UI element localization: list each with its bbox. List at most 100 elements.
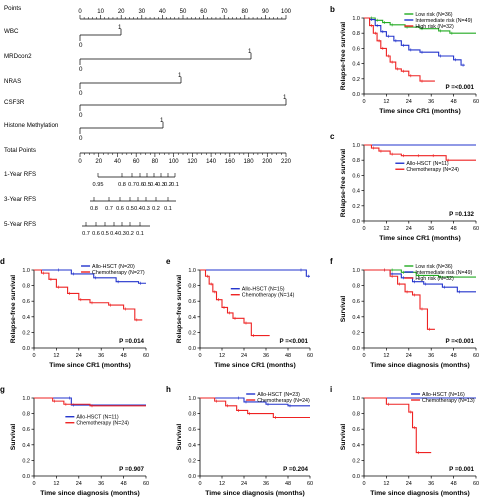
points-tick-label: 70 (221, 9, 228, 15)
total-tick-label: 80 (152, 159, 159, 165)
x-tick-label: 12 (53, 481, 59, 487)
rfs5-tick-label: 0.4 (110, 231, 118, 237)
y-axis-label: Relapse-free survival (10, 275, 17, 343)
rfs3-tick-label: 0.5 (126, 206, 134, 212)
rfs3-axis-ticks: 0.8 0.7 0.6 0.5 0.4 0.3 0.2 0.1 (90, 197, 172, 212)
km-curve (34, 397, 146, 406)
y-tick-label: 0.6 (352, 46, 360, 52)
p-value: P =0.907 (119, 466, 144, 473)
rfs3-tick-label: 0.2 (152, 206, 160, 212)
rfs5-tick-label: 0.7 (82, 231, 90, 237)
legend-label: Allo-HSCT (N=11) (76, 415, 119, 421)
panel-letter: b (330, 5, 335, 14)
x-tick-label: 36 (428, 226, 434, 232)
y-tick-label: 0.4 (22, 315, 30, 321)
csf3r-value-1: 1 (283, 94, 287, 101)
p-value: P =<0.001 (446, 338, 475, 345)
y-tick-label: 1.0 (188, 268, 196, 274)
x-tick-label: 12 (383, 99, 389, 105)
y-tick-label: 0.8 (188, 284, 196, 290)
y-tick-label: 0.4 (352, 443, 360, 449)
x-axis-label: Time since CR1 (months) (379, 108, 460, 115)
x-tick-label: 24 (406, 481, 412, 487)
y-tick-label: 0.4 (188, 315, 196, 321)
points-tick-label: 60 (200, 9, 207, 15)
points-tick-label: 100 (281, 9, 292, 15)
p-value: P =<0.001 (280, 338, 309, 345)
nras-value-1: 1 (178, 72, 182, 79)
nomogram-label-wbc: WBC (4, 28, 19, 35)
panel-letter: c (330, 132, 335, 141)
legend-label: Intermediate risk (N=49) (415, 18, 472, 24)
total-tick-label: 60 (133, 159, 140, 165)
nras-value-0: 0 (79, 90, 83, 97)
x-tick-label: 12 (53, 353, 59, 359)
legend-label: Chemotherapy (N=24) (76, 421, 129, 427)
y-tick-label: 1.0 (352, 16, 360, 22)
rfs3-tick-label: 0.7 (105, 206, 113, 212)
x-axis-label: Time since diagnosis (months) (370, 490, 470, 497)
points-tick-label: 30 (138, 9, 145, 15)
x-tick-label: 0 (362, 353, 365, 359)
total-tick-label: 180 (244, 159, 255, 165)
x-tick-label: 36 (263, 353, 269, 359)
y-axis-label: Survival (340, 296, 347, 323)
panel-letter: i (330, 385, 332, 394)
points-tick-label: 50 (180, 9, 187, 15)
y-tick-label: 1.0 (352, 396, 360, 402)
y-tick-label: 0.2 (22, 458, 30, 464)
nomogram-label-points: Points (4, 5, 21, 12)
y-tick-label: 0.8 (352, 158, 360, 164)
rfs5-tick-label: 0.6 (92, 231, 100, 237)
y-axis-label: Relapse-free survival (176, 275, 183, 343)
rfs1-axis-ticks: 0.95 0.8 0.7 0.6 0.5 0.4 0.3 0.2 0.1 (93, 173, 179, 188)
km-panel-e: e 0.0 0.2 0.4 0.6 0.8 1.0 0 12 24 36 48 60 Time since… (166, 257, 313, 369)
y-axis-label: Relapse-free survival (340, 22, 347, 90)
wbc-value-1: 1 (118, 24, 122, 31)
rfs1-tick-label: 0.4 (150, 182, 158, 188)
x-tick-label: 12 (383, 353, 389, 359)
y-tick-label: 0.2 (188, 458, 196, 464)
total-tick-label: 40 (114, 159, 121, 165)
y-tick-label: 0.8 (22, 284, 30, 290)
km-curve (34, 269, 143, 321)
y-tick-label: 1.0 (188, 396, 196, 402)
rfs3-tick-label: 0.4 (134, 206, 142, 212)
y-tick-label: 0.2 (352, 330, 360, 336)
p-value: P =<0.001 (446, 84, 475, 91)
x-tick-label: 0 (32, 481, 35, 487)
y-axis-label: Survival (10, 424, 17, 451)
km-curve (200, 397, 310, 407)
x-tick-label: 0 (198, 353, 201, 359)
y-tick-label: 0.6 (188, 299, 196, 305)
panel-letter: e (166, 257, 171, 266)
nomogram-label-mrd: MRDcon2 (4, 53, 32, 60)
rfs5-tick-label: 0.5 (101, 231, 109, 237)
x-tick-label: 12 (383, 481, 389, 487)
x-tick-label: 60 (307, 481, 313, 487)
y-axis-label: Relapse-free survival (340, 149, 347, 217)
mrd-value-1: 1 (248, 48, 252, 55)
legend-label: Allo-HSCT (N=16) (422, 392, 465, 398)
x-tick-label: 0 (32, 353, 35, 359)
points-tick-label: 0 (78, 9, 82, 15)
y-tick-label: 0.2 (188, 330, 196, 336)
rfs3-tick-label: 0.3 (142, 206, 150, 212)
x-axis-label: Time since CR1 (months) (214, 362, 295, 369)
x-tick-label: 48 (121, 353, 127, 359)
y-tick-label: 0.6 (352, 299, 360, 305)
legend-label: Low risk (N=36) (415, 12, 452, 18)
y-tick-label: 0.2 (352, 458, 360, 464)
y-tick-label: 0.4 (352, 62, 360, 68)
rfs1-tick-label: 0.5 (143, 182, 151, 188)
y-tick-label: 0.4 (352, 189, 360, 195)
total-tick-label: 100 (169, 159, 180, 165)
nomogram: Points WBC MRDcon2 NRAS CSF3R Histone Me… (4, 5, 292, 237)
total-tick-label: 200 (262, 159, 273, 165)
y-tick-label: 0.4 (22, 443, 30, 449)
km-curve (364, 17, 465, 66)
x-axis-label: Time since diagnosis (months) (370, 362, 470, 369)
